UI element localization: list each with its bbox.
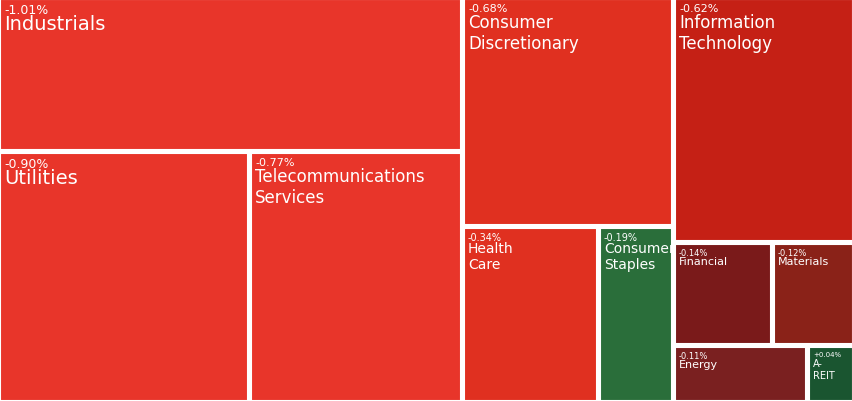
Text: Consumer
Discretionary: Consumer Discretionary	[468, 14, 578, 53]
Bar	[463, 0, 671, 225]
Bar	[0, 0, 460, 151]
Text: -0.77%: -0.77%	[255, 158, 294, 168]
Text: Energy: Energy	[678, 359, 717, 369]
Text: -0.19%: -0.19%	[603, 233, 637, 242]
Text: Industrials: Industrials	[4, 15, 106, 34]
Text: -0.90%: -0.90%	[4, 158, 49, 170]
Bar	[674, 0, 852, 241]
Text: A-
REIT: A- REIT	[812, 358, 834, 380]
Text: Utilities: Utilities	[4, 168, 78, 188]
Text: Consumer
Staples: Consumer Staples	[603, 241, 674, 271]
Text: -0.68%: -0.68%	[468, 4, 507, 14]
Text: Materials: Materials	[777, 256, 828, 266]
Text: Health
Care: Health Care	[468, 241, 513, 271]
Bar	[599, 229, 671, 401]
Text: -0.12%: -0.12%	[777, 248, 807, 257]
Text: -0.62%: -0.62%	[678, 4, 717, 14]
Text: -0.11%: -0.11%	[678, 351, 707, 360]
Bar	[0, 154, 248, 401]
Bar	[808, 347, 852, 401]
Text: +0.04%: +0.04%	[812, 351, 840, 357]
Text: -1.01%: -1.01%	[4, 4, 49, 17]
Bar	[674, 244, 770, 344]
Text: Information
Technology: Information Technology	[678, 14, 774, 53]
Text: Telecommunications
Services: Telecommunications Services	[255, 168, 424, 206]
Bar	[250, 154, 460, 401]
Text: -0.34%: -0.34%	[468, 233, 502, 242]
Bar	[773, 244, 852, 344]
Bar	[674, 347, 805, 401]
Text: Financial: Financial	[678, 256, 728, 266]
Bar	[463, 229, 596, 401]
Text: -0.14%: -0.14%	[678, 248, 707, 257]
